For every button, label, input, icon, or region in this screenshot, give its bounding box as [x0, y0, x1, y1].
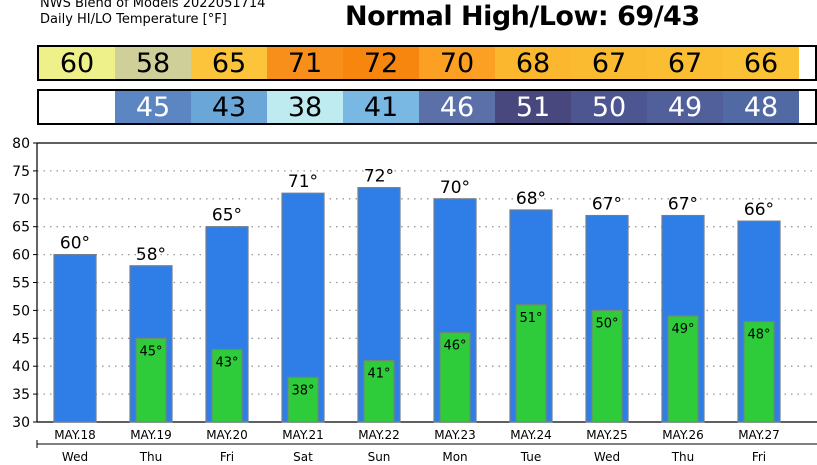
daily-high-cell: 68: [495, 47, 571, 79]
daily-high-cell: 72: [343, 47, 419, 79]
x-day-label: Tue: [520, 450, 542, 464]
high-value-label: 72°: [364, 167, 394, 187]
y-tick-label: 30: [12, 415, 30, 431]
low-bar: [667, 315, 699, 423]
daily-low-cell: 49: [647, 91, 723, 123]
x-date-label: MAY.19: [130, 428, 172, 442]
daily-low-cell: 41: [343, 91, 419, 123]
low-bar: [743, 320, 775, 423]
high-value-label: 67°: [668, 195, 698, 215]
x-day-label: Fri: [752, 450, 766, 464]
low-value-label: 49°: [671, 322, 694, 337]
x-day-label: Sat: [293, 450, 313, 464]
x-date-label: MAY.18: [54, 428, 96, 442]
low-bar: [135, 337, 167, 423]
daily-low-cell: 45: [115, 91, 191, 123]
low-bar: [363, 360, 395, 423]
x-day-label: Sun: [368, 450, 391, 464]
x-day-label: Wed: [594, 450, 620, 464]
low-value-label: 45°: [139, 344, 162, 359]
high-value-label: 70°: [440, 178, 470, 198]
daily-low-cell: 46: [419, 91, 495, 123]
y-tick-label: 60: [12, 248, 30, 264]
low-bar: [515, 304, 547, 423]
daily-low-cell: 51: [495, 91, 571, 123]
low-bar: [591, 309, 623, 423]
x-day-label: Mon: [442, 450, 467, 464]
y-tick-label: 70: [12, 192, 30, 208]
high-value-label: 60°: [60, 234, 90, 254]
x-date-label: MAY.23: [434, 428, 476, 442]
x-day-label: Fri: [220, 450, 234, 464]
daily-high-cell: 60: [39, 47, 115, 79]
x-date-label: MAY.24: [510, 428, 552, 442]
y-tick-label: 80: [12, 136, 30, 152]
daily-high-cell: 70: [419, 47, 495, 79]
y-tick-label: 50: [12, 303, 30, 319]
daily-high-cell: 58: [115, 47, 191, 79]
daily-high-cell: 71: [267, 47, 343, 79]
chart-title-line2: Daily HI/LO Temperature [°F]: [40, 12, 227, 27]
x-date-label: MAY.27: [738, 428, 780, 442]
high-value-label: 68°: [516, 189, 546, 209]
x-day-label: Thu: [139, 450, 163, 464]
daily-high-cell: 67: [647, 47, 723, 79]
low-value-label: 38°: [291, 383, 314, 398]
x-date-label: MAY.26: [662, 428, 704, 442]
x-date-label: MAY.21: [282, 428, 324, 442]
y-tick-label: 45: [12, 331, 30, 347]
y-tick-label: 65: [12, 220, 30, 236]
high-bar: [53, 254, 97, 423]
x-date-label: MAY.22: [358, 428, 400, 442]
y-tick-label: 35: [12, 387, 30, 403]
daily-low-cell: 50: [571, 91, 647, 123]
x-date-label: MAY.25: [586, 428, 628, 442]
high-value-label: 65°: [212, 206, 242, 226]
low-value-label: 50°: [595, 316, 618, 331]
high-value-label: 58°: [136, 245, 166, 265]
low-value-label: 48°: [747, 328, 770, 343]
y-tick-label: 75: [12, 164, 30, 180]
low-bar: [211, 348, 243, 423]
low-value-label: 46°: [443, 339, 466, 354]
x-day-label: Thu: [671, 450, 695, 464]
daily-low-cell: 48: [723, 91, 799, 123]
y-tick-label: 40: [12, 359, 30, 375]
daily-low-cell: 38: [267, 91, 343, 123]
low-value-label: 51°: [519, 311, 542, 326]
x-date-label: MAY.20: [206, 428, 248, 442]
x-day-label: Wed: [62, 450, 88, 464]
low-value-label: 43°: [215, 355, 238, 370]
daily-high-cell: 66: [723, 47, 799, 79]
daily-low-cell: [39, 91, 115, 123]
daily-low-strip: 45 43 38 41 46 51 50 49 48: [37, 89, 817, 125]
high-value-label: 71°: [288, 172, 318, 192]
high-value-label: 66°: [744, 200, 774, 220]
daily-high-strip: 60 58 65 71 72 70 68 67 67 66: [37, 45, 817, 81]
y-tick-label: 55: [12, 276, 30, 292]
high-value-label: 67°: [592, 195, 622, 215]
low-bar: [439, 332, 471, 423]
chart-title-line1: NWS Blend of Models 2022051714: [40, 0, 266, 11]
daily-low-cell: 43: [191, 91, 267, 123]
low-value-label: 41°: [367, 367, 390, 382]
daily-high-cell: 65: [191, 47, 267, 79]
normal-high-low: Normal High/Low: 69/43: [345, 1, 700, 32]
daily-high-cell: 67: [571, 47, 647, 79]
low-bar: [287, 376, 319, 423]
